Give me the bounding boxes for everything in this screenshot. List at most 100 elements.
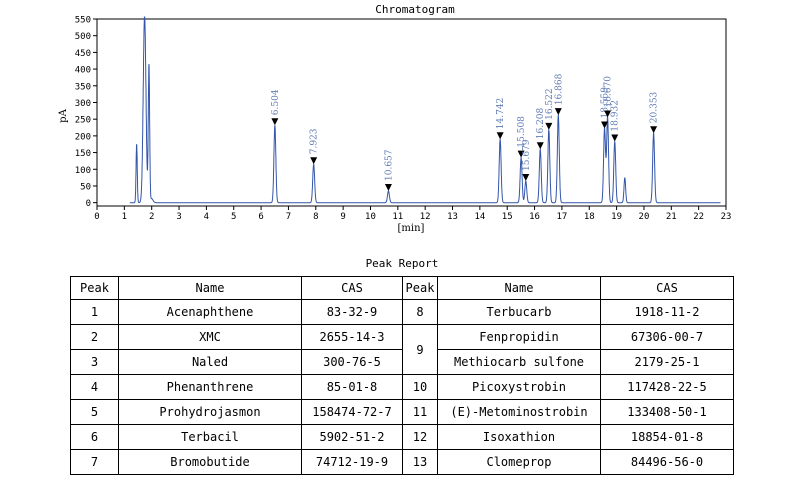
compound-name: Bromobutide [118, 449, 302, 475]
peak-marker [496, 132, 504, 140]
cas-number: 2655-14-3 [301, 324, 403, 350]
peak-number: 10 [402, 374, 438, 400]
peak-rt-label: 16.522 [545, 88, 555, 120]
compound-name: Phenanthrene [118, 374, 302, 400]
x-tick-label: 6 [258, 212, 263, 222]
y-tick-label: 250 [75, 116, 91, 126]
header-name: Name [437, 276, 601, 300]
peak-marker [271, 118, 279, 126]
x-tick-label: 10 [365, 212, 376, 222]
x-tick-label: 3 [176, 212, 181, 222]
x-tick-label: 18 [584, 212, 595, 222]
y-tick-label: 300 [75, 99, 91, 109]
peak-marker [545, 122, 553, 130]
peak-marker [310, 157, 318, 165]
report-title: Peak Report [365, 257, 439, 270]
peak-marker [601, 121, 609, 129]
cas-number: 2179-25-1 [600, 349, 734, 375]
table-row: 1 Acenaphthene 83-32-9 8 Terbucarb 1918-… [70, 299, 734, 325]
cas-number: 18854-01-8 [600, 424, 734, 450]
x-tick-label: 12 [420, 212, 431, 222]
cas-number: 117428-22-5 [600, 374, 734, 400]
peak-number: 5 [70, 399, 119, 425]
compound-name: Terbucarb [437, 299, 601, 325]
peak-report-table: Peak Name CAS Peak Name CAS 1 Acenaphthe… [70, 276, 734, 475]
compound-name: Isoxathion [437, 424, 601, 450]
table-row: 5 Prohydrojasmon 158474-72-7 11 (E)-Meto… [70, 399, 734, 425]
x-tick-label: 23 [721, 212, 732, 222]
peak-marker [554, 108, 562, 116]
compound-name: Naled [118, 349, 302, 375]
x-tick-label: 1 [122, 212, 127, 222]
table-row: 2 XMC 2655-14-3 9 Fenpropidin 67306-00-7 [70, 324, 734, 375]
compound-name: Clomeprop [437, 449, 601, 475]
y-axis: 0 50 100 150 200 250 300 350 400 450 500 550 [75, 16, 97, 209]
peak-number: 6 [70, 424, 119, 450]
compound-name: XMC [118, 324, 302, 350]
peak-marker [517, 150, 525, 158]
peak-number: 4 [70, 374, 119, 400]
chart-title: Chromatogram [375, 3, 455, 16]
peak-number: 7 [70, 449, 119, 475]
x-axis: 0 1 2 3 4 5 6 7 8 9 10 11 12 13 14 15 16 17 18 19 20 21 22 23 [94, 206, 731, 222]
x-axis-label: [min] [398, 223, 425, 234]
chromatogram-chart: Chromatogram 050100150200250300350400450… [58, 3, 731, 234]
cas-number: 1918-11-2 [600, 299, 734, 325]
x-tick-label: 14 [474, 212, 485, 222]
table-header-row: Peak Name CAS Peak Name CAS [70, 276, 734, 300]
peak-number: 3 [70, 349, 119, 375]
table-row: 7 Bromobutide 74712-19-9 13 Clomeprop 84… [70, 449, 734, 475]
header-cas: CAS [600, 276, 734, 300]
header-name: Name [118, 276, 302, 300]
y-tick-label: 100 [75, 166, 91, 176]
peak-rt-label: 18.670 [604, 76, 614, 108]
peak-rt-label: 6.504 [271, 89, 281, 115]
peak-rt-label: 18.932 [611, 100, 621, 132]
table-row: 4 Phenanthrene 85-01-8 10 Picoxystrobin … [70, 374, 734, 400]
peak-rt-label: 15.679 [522, 139, 532, 171]
x-tick-label: 22 [693, 212, 704, 222]
x-tick-label: 13 [447, 212, 458, 222]
compound-name: (E)-Metominostrobin [437, 399, 601, 425]
peak-number: 11 [402, 399, 438, 425]
x-tick-label: 0 [94, 212, 99, 222]
y-axis-label: pA [58, 108, 69, 122]
y-tick-label: 400 [75, 66, 91, 76]
y-tick-label: 500 [75, 32, 91, 42]
compound-name: Methiocarb sulfone [437, 349, 601, 375]
y-tick-label: 350 [75, 82, 91, 92]
cas-number: 85-01-8 [301, 374, 403, 400]
cas-number: 300-76-5 [301, 349, 403, 375]
peak-rt-label: 20.353 [650, 91, 660, 123]
compound-name: Picoxystrobin [437, 374, 601, 400]
x-tick-label: 16 [529, 212, 540, 222]
table-row: 3 Naled 300-76-5 Methiocarb sulfone 2179… [70, 349, 734, 375]
y-tick-label: 150 [75, 149, 91, 159]
peak-number: 12 [402, 424, 438, 450]
table-row: 6 Terbacil 5902-51-2 12 Isoxathion 18854… [70, 424, 734, 450]
x-tick-label: 4 [204, 212, 209, 222]
cas-number: 133408-50-1 [600, 399, 734, 425]
peak-rt-label: 7.923 [310, 128, 320, 154]
y-tick-label: 200 [75, 132, 91, 142]
peak-marker [536, 142, 544, 150]
peak-rt-label: 18.559 [601, 87, 611, 119]
x-tick-label: 9 [340, 212, 345, 222]
peak-number: 13 [402, 449, 438, 475]
x-tick-label: 7 [286, 212, 291, 222]
peak-marker [604, 110, 612, 118]
peak-number: 9 [402, 324, 438, 375]
x-tick-label: 20 [639, 212, 650, 222]
x-tick-label: 15 [502, 212, 513, 222]
compound-name: Fenpropidin [437, 324, 601, 350]
peak-rt-label: 16.208 [536, 107, 546, 139]
x-tick-label: 11 [392, 212, 403, 222]
peak-marker [522, 173, 530, 181]
x-tick-label: 19 [611, 212, 622, 222]
peak-marker [650, 126, 658, 134]
x-tick-label: 21 [666, 212, 677, 222]
x-tick-label: 17 [556, 212, 567, 222]
header-cas: CAS [301, 276, 403, 300]
peak-rt-label: 16.868 [554, 73, 564, 105]
